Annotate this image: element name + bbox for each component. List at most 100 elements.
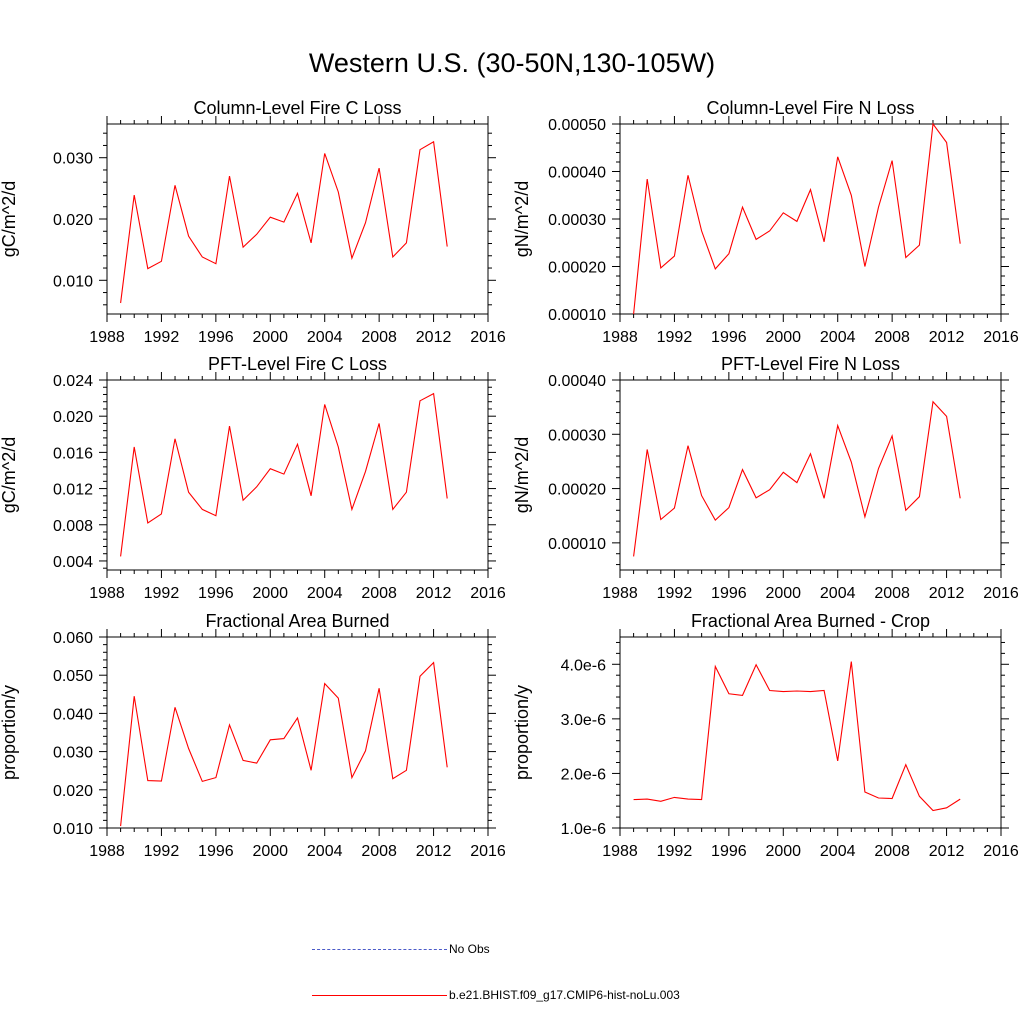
plot-frame xyxy=(106,379,489,571)
legend-swatch-dashed xyxy=(312,949,447,950)
legend-label: No Obs xyxy=(449,942,490,956)
y-tick-label: 0.00020 xyxy=(548,260,606,277)
series-line xyxy=(633,122,961,315)
x-tick-label: 2012 xyxy=(416,585,452,602)
x-tick-label: 1996 xyxy=(711,585,747,602)
x-tick-label: 1996 xyxy=(198,843,234,860)
x-tick-label: 1996 xyxy=(711,843,747,860)
x-tick-label: 2012 xyxy=(416,329,452,346)
x-tick-label: 2004 xyxy=(307,585,343,602)
x-tick-label: 2008 xyxy=(874,843,910,860)
y-tick-label: 1.0e-6 xyxy=(561,821,606,838)
plot-frame xyxy=(619,123,1002,315)
y-tick-label: 0.030 xyxy=(53,745,93,762)
x-tick-label: 2000 xyxy=(252,329,288,346)
x-tick-label: 2012 xyxy=(929,585,965,602)
y-tick-label: 0.004 xyxy=(53,554,93,571)
series-line xyxy=(633,661,961,812)
x-tick-label: 1992 xyxy=(657,843,693,860)
x-tick-label: 2008 xyxy=(874,329,910,346)
x-tick-label: 2016 xyxy=(470,843,506,860)
panel-title: PFT-Level Fire C Loss xyxy=(208,354,387,374)
y-tick-label: 0.008 xyxy=(53,518,93,535)
y-axis-label: proportion/y xyxy=(0,685,19,780)
x-tick-label: 2008 xyxy=(361,585,397,602)
x-tick-label: 2012 xyxy=(929,329,965,346)
x-tick-label: 2004 xyxy=(820,843,856,860)
y-tick-label: 0.00030 xyxy=(548,427,606,444)
x-tick-label: 2000 xyxy=(252,585,288,602)
y-tick-label: 0.012 xyxy=(53,482,93,499)
x-tick-label: 2012 xyxy=(416,843,452,860)
x-tick-label: 2016 xyxy=(983,843,1019,860)
y-tick-label: 0.020 xyxy=(53,409,93,426)
x-tick-label: 2016 xyxy=(470,585,506,602)
x-tick-label: 2004 xyxy=(820,329,856,346)
y-tick-label: 0.016 xyxy=(53,445,93,462)
x-tick-label: 2000 xyxy=(765,585,801,602)
plot-frame xyxy=(619,636,1002,829)
y-tick-label: 0.010 xyxy=(53,273,93,290)
y-tick-label: 0.00010 xyxy=(548,536,606,553)
x-tick-label: 1988 xyxy=(89,843,125,860)
y-tick-label: 3.0e-6 xyxy=(561,712,606,729)
y-tick-label: 0.030 xyxy=(53,151,93,168)
plot-frame xyxy=(619,379,1002,571)
y-axis-label: gC/m^2/d xyxy=(0,437,19,513)
x-tick-label: 2008 xyxy=(874,585,910,602)
y-tick-label: 0.00020 xyxy=(548,482,606,499)
y-tick-label: 0.00040 xyxy=(548,373,606,390)
series-line xyxy=(120,661,448,827)
x-tick-label: 1988 xyxy=(602,843,638,860)
panel-title: Column-Level Fire C Loss xyxy=(193,98,401,118)
x-tick-label: 2016 xyxy=(470,329,506,346)
panel-title: Fractional Area Burned xyxy=(205,611,389,631)
x-tick-label: 1988 xyxy=(89,585,125,602)
x-tick-label: 2016 xyxy=(983,585,1019,602)
y-tick-label: 0.040 xyxy=(53,706,93,723)
x-tick-label: 2012 xyxy=(929,843,965,860)
y-tick-label: 0.010 xyxy=(53,821,93,838)
series-line xyxy=(633,400,961,557)
panel-title: Fractional Area Burned - Crop xyxy=(691,611,930,631)
y-tick-label: 0.024 xyxy=(53,373,93,390)
x-tick-label: 1992 xyxy=(144,329,180,346)
x-tick-label: 1996 xyxy=(711,329,747,346)
chart-panel: PFT-Level Fire N Loss gN/m^2/d 1988 1992 199… xyxy=(512,354,1019,602)
panel-title: Column-Level Fire N Loss xyxy=(706,98,914,118)
y-tick-label: 0.00010 xyxy=(548,307,606,324)
series-line xyxy=(120,140,448,304)
y-tick-label: 0.020 xyxy=(53,212,93,229)
legend-swatch-solid xyxy=(312,995,447,996)
x-tick-label: 1988 xyxy=(602,329,638,346)
x-tick-label: 2000 xyxy=(765,843,801,860)
x-tick-label: 2016 xyxy=(983,329,1019,346)
y-axis-label: proportion/y xyxy=(512,685,532,780)
chart-panel: Fractional Area Burned proportion/y 1988 19… xyxy=(0,611,506,860)
x-tick-label: 1996 xyxy=(198,585,234,602)
y-axis-label: gN/m^2/d xyxy=(512,181,532,257)
panel-title: PFT-Level Fire N Loss xyxy=(721,354,900,374)
x-tick-label: 2000 xyxy=(252,843,288,860)
y-axis-label: gC/m^2/d xyxy=(0,181,19,257)
y-tick-label: 4.0e-6 xyxy=(561,657,606,674)
y-tick-label: 0.050 xyxy=(53,668,93,685)
chart-panel: Fractional Area Burned - Crop proportion/… xyxy=(512,611,1019,860)
x-tick-label: 1992 xyxy=(144,585,180,602)
x-tick-label: 1992 xyxy=(657,585,693,602)
y-axis-label: gN/m^2/d xyxy=(512,437,532,513)
x-tick-label: 2004 xyxy=(820,585,856,602)
x-tick-label: 2008 xyxy=(361,329,397,346)
x-tick-label: 2000 xyxy=(765,329,801,346)
legend-label: b.e21.BHIST.f09_g17.CMIP6-hist-noLu.003 xyxy=(449,988,680,1002)
x-tick-label: 1992 xyxy=(657,329,693,346)
x-tick-label: 1988 xyxy=(602,585,638,602)
y-tick-label: 0.00030 xyxy=(548,212,606,229)
x-tick-label: 2004 xyxy=(307,329,343,346)
x-tick-label: 1988 xyxy=(89,329,125,346)
x-tick-label: 2004 xyxy=(307,843,343,860)
plot-frame xyxy=(106,123,489,315)
chart-panel: Column-Level Fire C Loss gC/m^2/d 1988 1992… xyxy=(0,98,506,346)
series-line xyxy=(120,392,448,557)
